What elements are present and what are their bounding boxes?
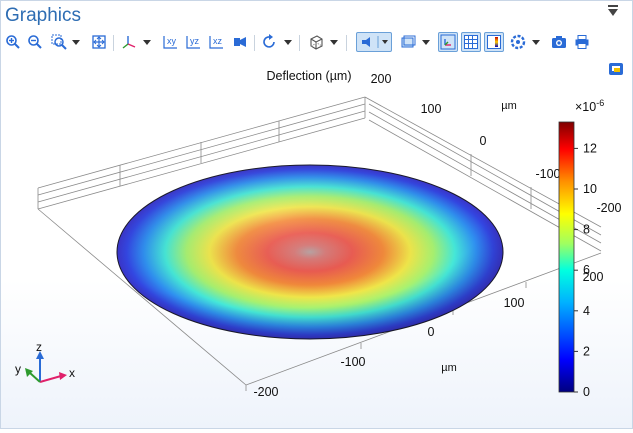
transparency-button[interactable] bbox=[398, 32, 418, 52]
camera-icon bbox=[552, 36, 566, 48]
colorbar-tick-label: 12 bbox=[583, 141, 597, 155]
grid-icon bbox=[464, 35, 478, 49]
colorbar-exponent-label: ×10-6 bbox=[575, 98, 604, 114]
rotate-dropdown-icon[interactable] bbox=[284, 40, 292, 45]
triad-y-label: y bbox=[15, 362, 21, 376]
view-axes-dropdown-icon[interactable] bbox=[143, 40, 151, 45]
triad-x-arrow-icon bbox=[59, 372, 67, 380]
rotate-icon bbox=[263, 34, 275, 48]
svg-text:yz: yz bbox=[190, 36, 200, 46]
near-right-tick-200: 200 bbox=[583, 270, 604, 284]
transparency-dropdown-icon[interactable] bbox=[422, 40, 430, 45]
light-icon bbox=[362, 36, 388, 48]
colorbar-tick-label: 4 bbox=[583, 304, 590, 318]
colorbar: ×10-6 12 10 8 6 4 2 0 bbox=[558, 98, 604, 399]
back-grid-left bbox=[37, 96, 366, 210]
triad-x-label: x bbox=[69, 366, 75, 380]
zoom-in-icon bbox=[6, 35, 20, 49]
front-axis-tick-minus200: -200 bbox=[253, 385, 278, 399]
window-menu-chevron-icon[interactable] bbox=[608, 5, 618, 16]
layers-icon bbox=[609, 63, 623, 75]
show-legend-button[interactable] bbox=[484, 32, 504, 52]
graphics-canvas[interactable]: Deflection (µm) 200 100 µm 0 -100 -200 2… bbox=[1, 57, 632, 428]
right-axis-tick-0: 0 bbox=[480, 134, 487, 148]
right-axis-tick-100: 100 bbox=[421, 102, 442, 116]
triad-z-label: z bbox=[36, 340, 42, 354]
zoom-in-button[interactable] bbox=[3, 32, 23, 52]
toolbar-separator bbox=[346, 35, 347, 51]
legend-icon bbox=[487, 35, 501, 49]
plot-title: Deflection (µm) bbox=[267, 69, 352, 83]
svg-text:xy: xy bbox=[167, 36, 177, 46]
colorbar-tick-label: 2 bbox=[583, 344, 590, 358]
front-axis-tick-0: 0 bbox=[428, 325, 435, 339]
zoom-extents-button[interactable] bbox=[89, 32, 109, 52]
toolbar-separator bbox=[299, 35, 300, 51]
window-title: Graphics bbox=[5, 5, 82, 26]
transparency-icon bbox=[401, 35, 416, 48]
yz-view-button[interactable]: yz bbox=[184, 32, 204, 52]
xz-plane-icon: xz bbox=[209, 36, 223, 49]
color-table-button[interactable] bbox=[508, 32, 528, 52]
rotate-button[interactable] bbox=[260, 32, 280, 52]
toolbar-separator bbox=[254, 35, 255, 51]
color-wheel-icon bbox=[510, 34, 526, 50]
deflection-plot[interactable]: Deflection (µm) 200 100 µm 0 -100 -200 2… bbox=[1, 57, 632, 428]
colorbar-tick-label: 10 bbox=[583, 182, 597, 196]
show-grid-button[interactable] bbox=[461, 32, 481, 52]
axes-icon bbox=[122, 36, 136, 49]
surface-shading bbox=[117, 165, 503, 339]
scene-light-button[interactable] bbox=[356, 32, 392, 52]
xy-view-button[interactable]: xy bbox=[161, 32, 181, 52]
zoom-box-dropdown-icon[interactable] bbox=[72, 40, 80, 45]
print-icon bbox=[575, 35, 589, 49]
print-button[interactable] bbox=[572, 32, 592, 52]
svg-text:xz: xz bbox=[213, 36, 223, 46]
colorbar-gradient bbox=[558, 121, 575, 393]
triad-y-line bbox=[29, 372, 41, 383]
render-mode-button[interactable] bbox=[306, 32, 326, 52]
color-table-dropdown-icon[interactable] bbox=[532, 40, 540, 45]
front-axis-unit: µm bbox=[441, 362, 457, 374]
zoom-out-icon bbox=[28, 35, 42, 49]
right-axis-tick-minus100: -100 bbox=[535, 167, 560, 181]
wireframe-cube-icon bbox=[310, 35, 323, 50]
layers-button[interactable] bbox=[608, 61, 624, 77]
render-mode-dropdown-icon[interactable] bbox=[330, 40, 338, 45]
front-axis-tick-minus100: -100 bbox=[340, 355, 365, 369]
graphics-toolbar: xy yz xz bbox=[1, 31, 632, 55]
axis-triad: z x y bbox=[15, 340, 75, 383]
triad-y-arrow-icon bbox=[25, 368, 33, 377]
camera-view-button[interactable] bbox=[230, 32, 250, 52]
zoom-box-button[interactable] bbox=[49, 32, 69, 52]
title-bar: Graphics bbox=[1, 1, 632, 31]
colorbar-tick-label: 0 bbox=[583, 385, 590, 399]
zoom-out-button[interactable] bbox=[25, 32, 45, 52]
snapshot-button[interactable] bbox=[549, 32, 569, 52]
toolbar-separator bbox=[113, 35, 114, 51]
right-axis-tick-minus200: -200 bbox=[596, 201, 621, 215]
camera-view-icon bbox=[234, 37, 246, 47]
xz-view-button[interactable]: xz bbox=[207, 32, 227, 52]
front-axis-tick-100: 100 bbox=[504, 296, 525, 310]
triad-x-line bbox=[39, 375, 62, 383]
axis-orientation-icon bbox=[440, 34, 456, 50]
zoom-box-icon bbox=[51, 34, 67, 50]
view-axes-button[interactable] bbox=[119, 32, 139, 52]
colorbar-tick-label: 6 bbox=[583, 263, 590, 277]
yz-plane-icon: yz bbox=[186, 36, 200, 49]
triad-z-arrow-icon bbox=[36, 351, 44, 359]
right-axis-unit: µm bbox=[501, 100, 517, 112]
show-axis-button[interactable] bbox=[438, 32, 458, 52]
right-axis-tick-200: 200 bbox=[371, 72, 392, 86]
zoom-extents-icon bbox=[92, 35, 106, 49]
colorbar-tick-label: 8 bbox=[583, 223, 590, 237]
xy-plane-icon: xy bbox=[163, 36, 177, 49]
